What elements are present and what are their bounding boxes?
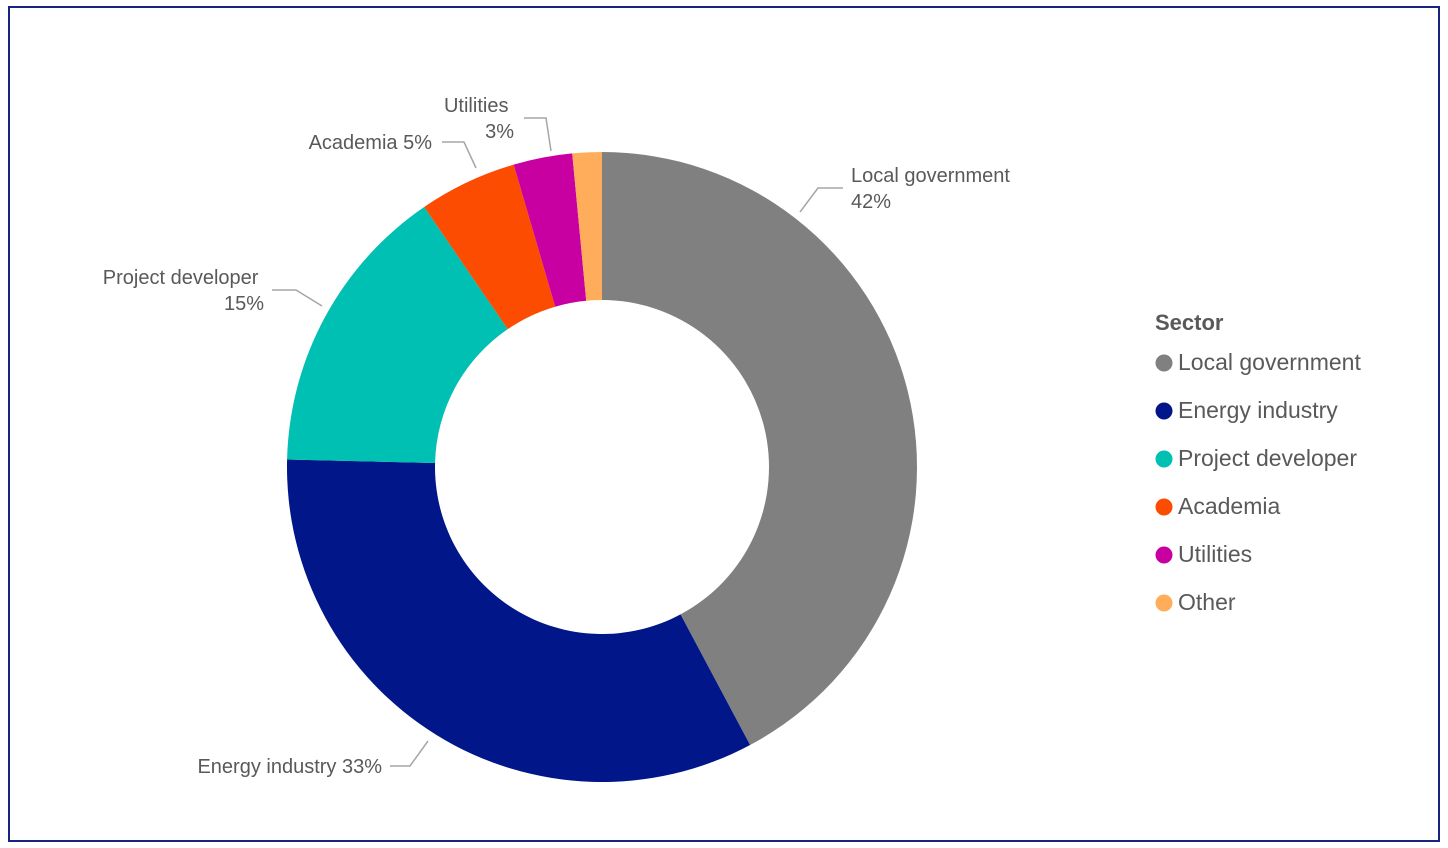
slices-group [287,152,918,782]
slice-utilities[interactable] [513,153,587,307]
legend-swatch-other [1155,594,1173,612]
legend-item-local-government[interactable]: Local government [1155,349,1362,375]
leader-line-energy-industry [390,740,429,767]
slice-project-developer[interactable] [287,207,508,464]
data-label-utilities: Utilities 3% [444,95,514,143]
legend-item-project-developer[interactable]: Project developer [1155,445,1358,471]
data-label-academia-text: Academia 5% [309,132,433,154]
legend-item-academia[interactable]: Academia [1155,493,1281,519]
legend-label-utilities: Utilities [1178,541,1252,567]
legend-item-energy-industry[interactable]: Energy industry [1155,397,1339,423]
legend-swatch-project-developer [1155,450,1173,468]
data-label-local-government: Local government 42% [851,165,1016,213]
slice-other[interactable] [572,152,602,301]
legend-label-local-government: Local government [1178,349,1361,375]
data-label-utilities-name: Utilities [444,95,508,117]
data-label-academia: Academia 5% [309,132,433,154]
data-label-utilities-value: 3% [485,121,514,143]
legend-label-project-developer: Project developer [1178,445,1357,471]
legend-label-academia: Academia [1178,493,1280,519]
data-label-local-government-name: Local government [851,165,1010,187]
legend-item-other[interactable]: Other [1155,589,1236,615]
leader-line-utilities [524,117,552,152]
legend: Sector Local government Energy industry … [1155,310,1361,615]
legend-swatch-local-government [1155,354,1173,372]
legend-swatch-academia [1155,498,1173,516]
leader-line-local-government [799,187,843,213]
data-label-local-government-value: 42% [851,191,891,213]
data-labels: Local government 42% Energy industry 33%… [103,95,1016,778]
legend-item-utilities[interactable]: Utilities [1155,541,1253,567]
data-label-energy-industry-text: Energy industry 33% [197,756,382,778]
legend-label-energy-industry: Energy industry [1178,397,1338,423]
slice-energy-industry[interactable] [287,459,751,782]
data-label-project-developer-value: 15% [224,293,264,315]
data-label-energy-industry: Energy industry 33% [197,756,382,778]
legend-swatch-energy-industry [1155,402,1173,420]
leader-lines [272,117,843,767]
data-label-project-developer-name: Project developer [103,267,259,289]
leader-line-project-developer [272,289,323,307]
legend-label-other: Other [1178,589,1236,615]
data-label-project-developer: Project developer 15% [103,267,264,315]
legend-swatch-utilities [1155,546,1173,564]
slice-local-government[interactable] [602,152,918,746]
leader-line-academia [442,141,477,169]
slice-academia[interactable] [424,164,556,330]
legend-title: Sector [1155,310,1224,335]
